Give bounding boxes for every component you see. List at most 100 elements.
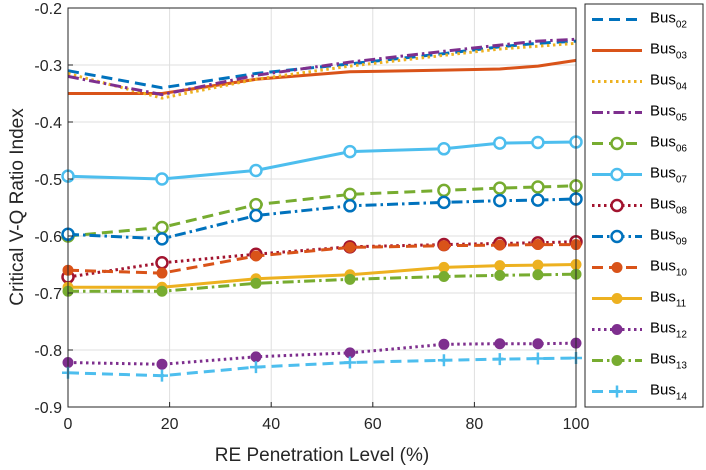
data-point <box>494 260 506 272</box>
data-point <box>437 183 451 198</box>
data-point <box>156 285 168 297</box>
series-bus-05 <box>67 37 577 97</box>
legend-marker <box>611 293 623 304</box>
data-point <box>155 369 168 382</box>
legend-label: Bus08 <box>650 196 687 217</box>
data-point <box>531 135 545 150</box>
legend-entry-bus-10: Bus10 <box>592 258 687 279</box>
y-tick-label: -0.5 <box>34 172 62 189</box>
data-point <box>532 269 544 281</box>
legend-entry-bus-12: Bus12 <box>592 320 687 341</box>
y-tick-label: -0.2 <box>34 1 62 18</box>
series-bus-13 <box>62 268 582 297</box>
data-point <box>494 338 506 350</box>
data-point <box>532 259 544 271</box>
legend-label: Bus13 <box>650 351 687 372</box>
data-point <box>531 180 545 194</box>
legend-marker <box>610 136 624 151</box>
data-point <box>249 163 263 178</box>
legend-marker <box>611 355 623 366</box>
data-point <box>344 347 356 359</box>
series-line <box>67 39 577 90</box>
data-point <box>250 277 262 289</box>
legend-entry-bus-09: Bus09 <box>592 227 687 248</box>
data-point <box>155 232 169 246</box>
series-line <box>67 243 576 275</box>
legend-entry-bus-07: Bus07 <box>592 165 687 186</box>
legend-entry-bus-11: Bus11 <box>592 289 687 310</box>
legend-label: Bus11 <box>650 289 687 310</box>
data-point <box>156 267 168 279</box>
legend-marker <box>610 167 624 182</box>
data-point <box>343 356 356 369</box>
data-point <box>249 208 263 223</box>
data-point <box>156 358 168 370</box>
series-bus-02 <box>67 39 577 90</box>
data-point <box>532 338 544 350</box>
legend-label: Bus12 <box>650 320 687 341</box>
legend-marker <box>611 262 623 273</box>
data-point <box>344 241 356 253</box>
legend-entry-bus-02: Bus02 <box>592 10 687 31</box>
legend-entry-bus-14: Bus14 <box>592 382 687 403</box>
data-point <box>343 199 357 213</box>
y-tick-label: -0.8 <box>34 343 62 360</box>
y-tick-label: -0.7 <box>34 286 62 303</box>
x-tick-label: 0 <box>64 416 73 433</box>
data-point <box>438 240 450 252</box>
ticks: 0 20 40 60 80 100 -0.9 -0.8 -0.7 -0.6 -0.5 -0.4 -0.3… <box>34 1 589 433</box>
data-point <box>438 338 450 350</box>
series-line <box>68 272 577 293</box>
data-point <box>437 142 451 156</box>
legend-label: Bus07 <box>650 165 687 186</box>
series-line <box>68 263 577 289</box>
data-point <box>249 197 263 212</box>
x-tick-label: 40 <box>262 416 280 433</box>
data-point <box>344 273 356 285</box>
legend-marker <box>611 324 623 335</box>
data-point <box>531 193 545 207</box>
data-point <box>493 353 506 366</box>
x-axis-label: RE Penetration Level (%) <box>215 445 429 466</box>
data-point <box>438 261 450 273</box>
legend-entry-bus-13: Bus13 <box>592 351 687 372</box>
y-tick-label: -0.6 <box>34 229 62 246</box>
legend-label: Bus14 <box>650 382 687 403</box>
x-tick-label: 20 <box>161 416 179 433</box>
legend-label: Bus10 <box>650 258 687 279</box>
y-axis-label: Critical V-Q Ratio Index <box>7 108 28 306</box>
legend-entry-bus-03: Bus03 <box>592 41 687 62</box>
data-point <box>493 181 507 195</box>
legend-marker <box>610 198 624 213</box>
data-point <box>343 144 357 159</box>
legend-entry-bus-05: Bus05 <box>592 103 687 124</box>
legend-marker <box>610 229 624 244</box>
data-point <box>494 269 506 281</box>
data-point <box>494 239 506 251</box>
data-point <box>531 352 544 365</box>
legend-label: Bus03 <box>650 41 687 62</box>
legend-label: Bus09 <box>650 227 687 248</box>
legend: Bus02 Bus03 Bus04 Bus05 Bus06 Bus07 Bus08 Bus09… <box>584 3 704 408</box>
x-tick-label: 100 <box>563 416 590 433</box>
data-point <box>493 193 507 208</box>
data-point <box>437 195 451 210</box>
series-line <box>67 356 577 378</box>
series-line <box>67 341 577 366</box>
x-tick-label: 80 <box>466 416 484 433</box>
series-line <box>67 37 577 97</box>
legend-entry-bus-06: Bus06 <box>592 134 687 155</box>
y-tick-label: -0.3 <box>34 58 62 75</box>
data-point <box>343 187 357 202</box>
data-point <box>532 239 544 251</box>
legend-marker <box>611 385 623 398</box>
legend-label: Bus04 <box>650 72 687 93</box>
data-point <box>250 250 262 262</box>
legend-label: Bus06 <box>650 134 687 155</box>
data-point <box>155 256 169 270</box>
data-point <box>493 136 507 150</box>
data-point <box>155 220 169 235</box>
data-point <box>249 361 262 374</box>
y-tick-label: -0.4 <box>34 115 62 132</box>
